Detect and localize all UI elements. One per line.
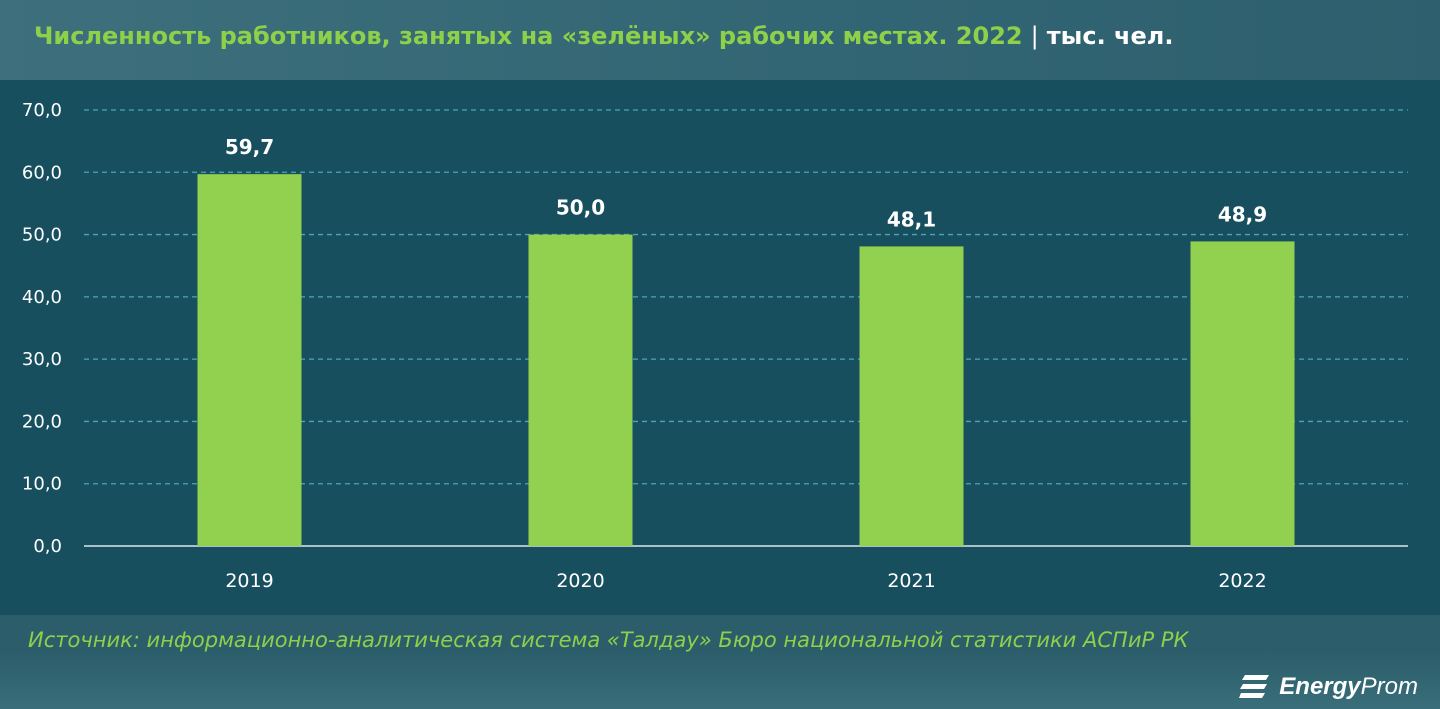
data-label: 50,0	[556, 196, 605, 220]
bar	[1190, 241, 1295, 546]
data-label: 59,7	[225, 135, 274, 159]
y-tick-label: 10,0	[22, 474, 62, 495]
bar	[859, 246, 964, 547]
bar	[197, 174, 302, 546]
y-tick-label: 60,0	[22, 162, 62, 183]
logo-text: EnergyProm	[1279, 673, 1418, 701]
x-tick-label: 2021	[887, 570, 935, 592]
title-separator: |	[1030, 22, 1039, 50]
y-tick-label: 50,0	[22, 225, 62, 246]
x-tick-label: 2020	[556, 570, 604, 592]
data-label: 48,1	[887, 207, 936, 231]
chart-unit: тыс. чел.	[1046, 22, 1174, 50]
logo-text-regular: Prom	[1360, 673, 1418, 700]
source-note: Источник: информационно-аналитическая си…	[28, 628, 1189, 652]
bar	[528, 234, 633, 547]
y-tick-label: 20,0	[22, 411, 62, 432]
chart-title-main: Численность работников, занятых на «зелё…	[34, 22, 1023, 50]
data-label: 48,9	[1218, 202, 1267, 226]
energyprom-logo: EnergyProm	[1239, 670, 1418, 704]
y-tick-label: 70,0	[22, 100, 62, 121]
plot-area: 0,0 10,0 20,0 30,0 40,0 50,0 60,0 70,0 59,7 2019 5…	[0, 80, 1440, 615]
y-tick-label: 0,0	[33, 536, 62, 557]
chart-title: Численность работников, занятых на «зелё…	[34, 22, 1174, 50]
x-tick-label: 2019	[225, 570, 273, 592]
y-tick-label: 30,0	[22, 349, 62, 370]
energyprom-logo-icon	[1239, 675, 1270, 698]
bar-chart: 0,0 10,0 20,0 30,0 40,0 50,0 60,0 70,0 59,7 2019 5…	[22, 100, 1408, 592]
y-tick-label: 40,0	[22, 287, 62, 308]
chart-header: Численность работников, занятых на «зелё…	[0, 0, 1440, 80]
logo-text-bold: Energy	[1279, 673, 1361, 700]
x-tick-label: 2022	[1218, 570, 1266, 592]
